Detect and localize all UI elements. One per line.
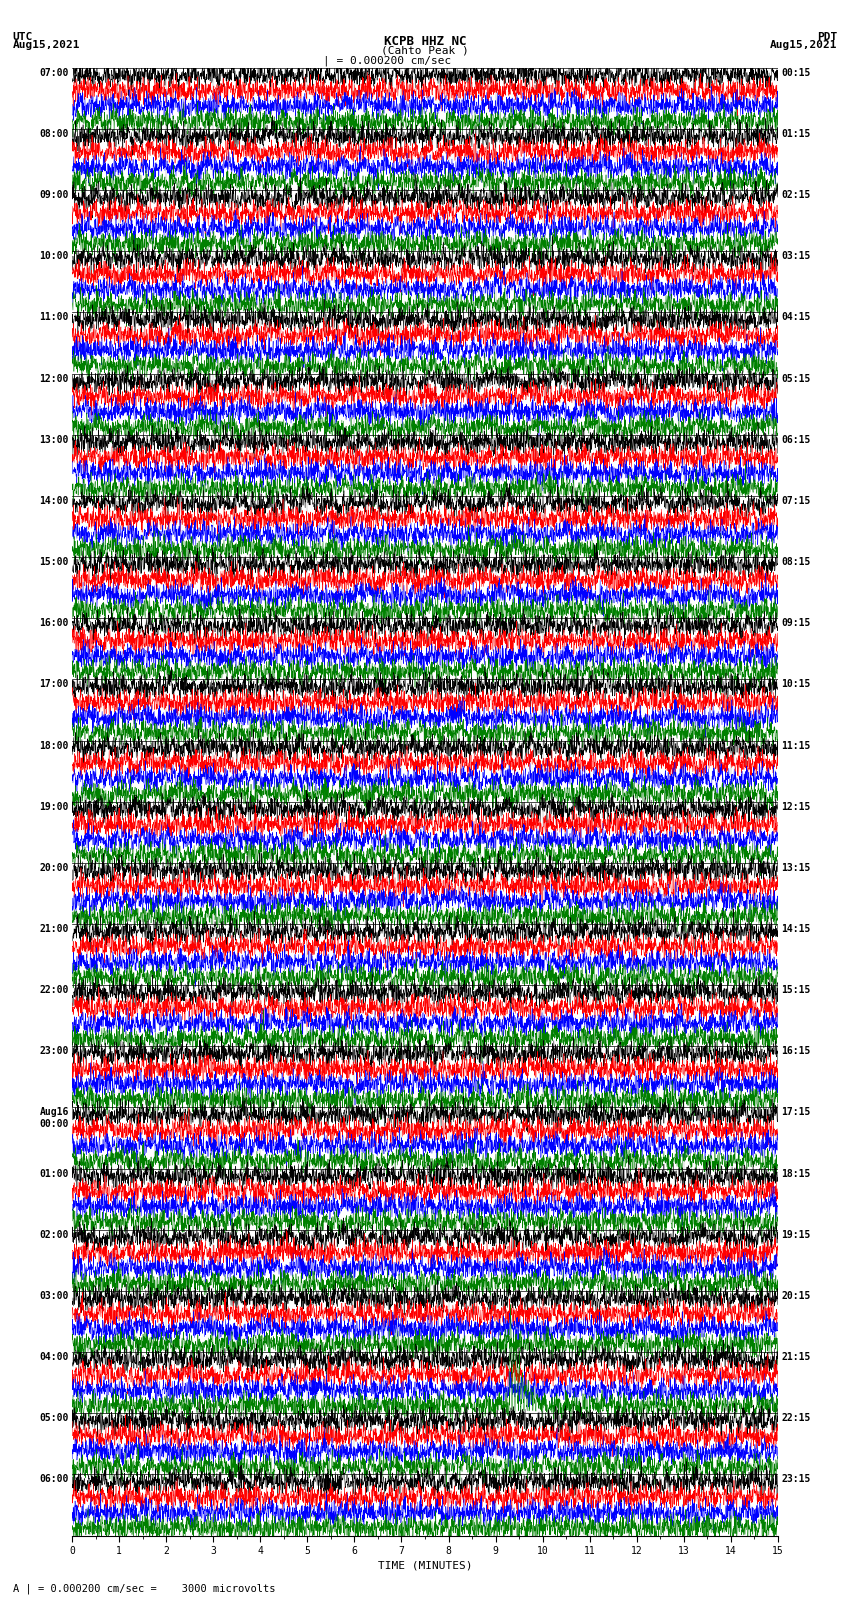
Text: UTC: UTC <box>13 32 33 42</box>
Text: 15:15: 15:15 <box>781 986 811 995</box>
Text: 09:15: 09:15 <box>781 618 811 627</box>
Text: | = 0.000200 cm/sec: | = 0.000200 cm/sec <box>323 56 450 66</box>
Text: 18:00: 18:00 <box>39 740 69 750</box>
Text: 06:00: 06:00 <box>39 1474 69 1484</box>
Text: 10:15: 10:15 <box>781 679 811 689</box>
X-axis label: TIME (MINUTES): TIME (MINUTES) <box>377 1560 473 1569</box>
Text: 05:15: 05:15 <box>781 374 811 384</box>
Text: 03:15: 03:15 <box>781 252 811 261</box>
Text: 04:15: 04:15 <box>781 313 811 323</box>
Text: 13:00: 13:00 <box>39 436 69 445</box>
Text: 13:15: 13:15 <box>781 863 811 873</box>
Text: Aug15,2021: Aug15,2021 <box>13 40 80 50</box>
Text: 21:15: 21:15 <box>781 1352 811 1361</box>
Text: 02:00: 02:00 <box>39 1229 69 1240</box>
Text: 19:15: 19:15 <box>781 1229 811 1240</box>
Text: 18:15: 18:15 <box>781 1168 811 1179</box>
Text: 00:15: 00:15 <box>781 68 811 77</box>
Text: 17:15: 17:15 <box>781 1108 811 1118</box>
Text: 22:00: 22:00 <box>39 986 69 995</box>
Text: 10:00: 10:00 <box>39 252 69 261</box>
Text: 12:00: 12:00 <box>39 374 69 384</box>
Text: 01:15: 01:15 <box>781 129 811 139</box>
Text: 20:00: 20:00 <box>39 863 69 873</box>
Text: 23:15: 23:15 <box>781 1474 811 1484</box>
Text: 17:00: 17:00 <box>39 679 69 689</box>
Text: 22:15: 22:15 <box>781 1413 811 1423</box>
Text: 12:15: 12:15 <box>781 802 811 811</box>
Text: A | = 0.000200 cm/sec =    3000 microvolts: A | = 0.000200 cm/sec = 3000 microvolts <box>13 1582 275 1594</box>
Text: 07:00: 07:00 <box>39 68 69 77</box>
Text: 11:00: 11:00 <box>39 313 69 323</box>
Text: 03:00: 03:00 <box>39 1290 69 1302</box>
Text: 06:15: 06:15 <box>781 436 811 445</box>
Text: 04:00: 04:00 <box>39 1352 69 1361</box>
Text: 09:00: 09:00 <box>39 190 69 200</box>
Text: 14:15: 14:15 <box>781 924 811 934</box>
Text: (Cahto Peak ): (Cahto Peak ) <box>381 45 469 55</box>
Text: 02:15: 02:15 <box>781 190 811 200</box>
Text: Aug16
00:00: Aug16 00:00 <box>39 1108 69 1129</box>
Text: 08:00: 08:00 <box>39 129 69 139</box>
Text: 11:15: 11:15 <box>781 740 811 750</box>
Text: 15:00: 15:00 <box>39 556 69 568</box>
Text: 21:00: 21:00 <box>39 924 69 934</box>
Text: 01:00: 01:00 <box>39 1168 69 1179</box>
Text: 05:00: 05:00 <box>39 1413 69 1423</box>
Text: 19:00: 19:00 <box>39 802 69 811</box>
Text: 07:15: 07:15 <box>781 495 811 506</box>
Text: Aug15,2021: Aug15,2021 <box>770 40 837 50</box>
Text: PDT: PDT <box>817 32 837 42</box>
Text: KCPB HHZ NC: KCPB HHZ NC <box>383 35 467 48</box>
Text: 14:00: 14:00 <box>39 495 69 506</box>
Text: 23:00: 23:00 <box>39 1047 69 1057</box>
Text: 16:15: 16:15 <box>781 1047 811 1057</box>
Text: 16:00: 16:00 <box>39 618 69 627</box>
Text: 20:15: 20:15 <box>781 1290 811 1302</box>
Text: 08:15: 08:15 <box>781 556 811 568</box>
